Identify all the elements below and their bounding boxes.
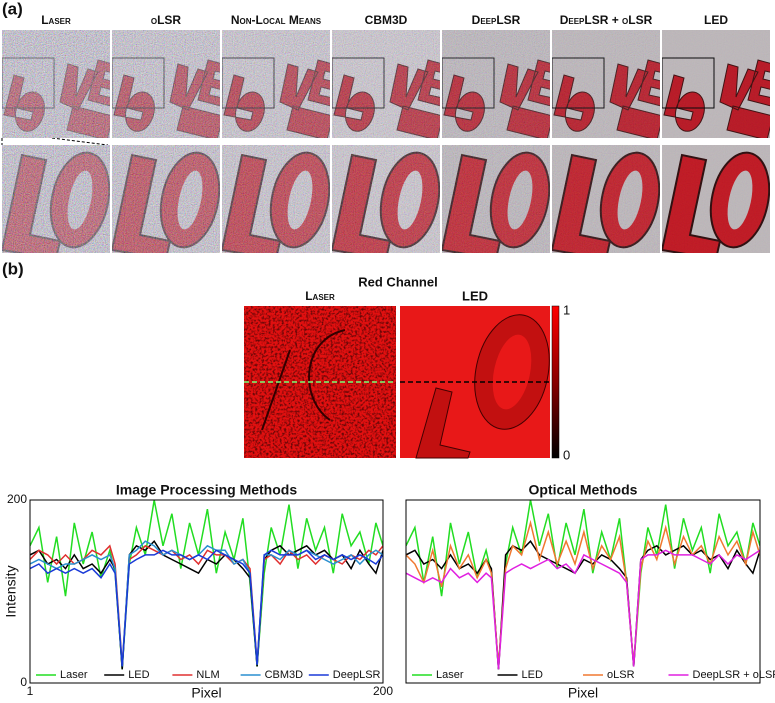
image-noise (112, 145, 220, 253)
image-noise (662, 30, 770, 138)
heatmap-title: Red Channel (358, 274, 437, 289)
legend-label: LED (522, 669, 543, 681)
series-line (30, 540, 383, 667)
panel-label: (b) (2, 259, 24, 278)
image-content (222, 30, 330, 138)
heatmap-label: LED (462, 288, 488, 303)
image-content (662, 145, 770, 253)
image-tile (112, 30, 220, 138)
legend-label: DeepLSR (333, 669, 381, 681)
y-axis-label: Intensity (3, 565, 19, 617)
image-noise (332, 30, 440, 138)
image-noise (662, 145, 770, 253)
image-tile (222, 30, 330, 138)
image-tile (332, 30, 440, 138)
image-content (2, 30, 110, 138)
x-axis-label: Pixel (568, 685, 598, 701)
x-tick-label: 1 (27, 684, 34, 698)
image-title: oLSR (151, 13, 182, 27)
image-title: DeepLSR (472, 13, 521, 27)
series-line (406, 500, 760, 670)
legend-label: Laser (436, 669, 464, 681)
image-tile (112, 145, 220, 253)
x-tick-label: 200 (373, 684, 393, 698)
image-noise (222, 145, 330, 253)
legend-label: LED (128, 669, 149, 681)
image-tile (2, 145, 110, 253)
image-noise (442, 145, 550, 253)
image-tile (442, 30, 550, 138)
colorbar-tick: 0 (563, 447, 570, 462)
legend-label: DeepLSR + oLSR (693, 669, 775, 681)
image-noise (2, 30, 110, 138)
series-line (406, 540, 760, 670)
image-title: DeepLSR + oLSR (560, 13, 653, 27)
x-axis-label: Pixel (191, 685, 221, 701)
image-content (442, 30, 550, 138)
legend-label: oLSR (607, 669, 635, 681)
series-line (406, 549, 760, 670)
image-content (332, 30, 440, 138)
image-noise (442, 30, 550, 138)
image-tile (222, 145, 330, 253)
image-noise (2, 145, 110, 253)
image-content (552, 30, 660, 138)
image-content (662, 30, 770, 138)
image-noise (552, 145, 660, 253)
heatmap-feature (415, 387, 471, 459)
image-content (112, 145, 220, 253)
image-content (222, 145, 330, 253)
image-title: LED (704, 13, 728, 27)
y-tick-label: 0 (20, 675, 27, 689)
image-tile (662, 30, 770, 138)
colorbar-tick: 1 (563, 302, 570, 317)
image-title: CBM3D (365, 13, 408, 27)
image-tile (442, 145, 550, 253)
image-content (442, 145, 550, 253)
legend-label: Laser (60, 669, 88, 681)
image-noise (332, 145, 440, 253)
heatmap-feature (492, 334, 532, 410)
image-content (2, 145, 110, 253)
plot-frame (29, 499, 384, 684)
image-tile (552, 30, 660, 138)
heatmap-feature (261, 329, 346, 431)
image-content (332, 145, 440, 253)
chart-title: Optical Methods (529, 482, 638, 498)
image-tile (2, 30, 110, 138)
zoom-guide (51, 137, 109, 146)
series-line (30, 500, 383, 670)
y-tick-label: 200 (7, 492, 27, 506)
legend-label: CBM3D (265, 669, 304, 681)
series-line (406, 519, 760, 667)
image-content (552, 145, 660, 253)
panel-label: (a) (2, 0, 23, 18)
image-title: Laser (41, 13, 71, 27)
heatmap-label: Laser (305, 289, 335, 303)
series-line (30, 549, 383, 667)
image-tile (552, 145, 660, 253)
image-content (112, 30, 220, 138)
plot-frame (405, 499, 761, 684)
image-noise (552, 30, 660, 138)
image-tile (332, 145, 440, 253)
image-title: Non-Local Means (231, 13, 322, 27)
image-tile (662, 145, 770, 253)
image-noise (222, 30, 330, 138)
chart-title: Image Processing Methods (116, 482, 297, 498)
colorbar (551, 305, 560, 459)
legend-label: NLM (196, 669, 219, 681)
image-noise (112, 30, 220, 138)
